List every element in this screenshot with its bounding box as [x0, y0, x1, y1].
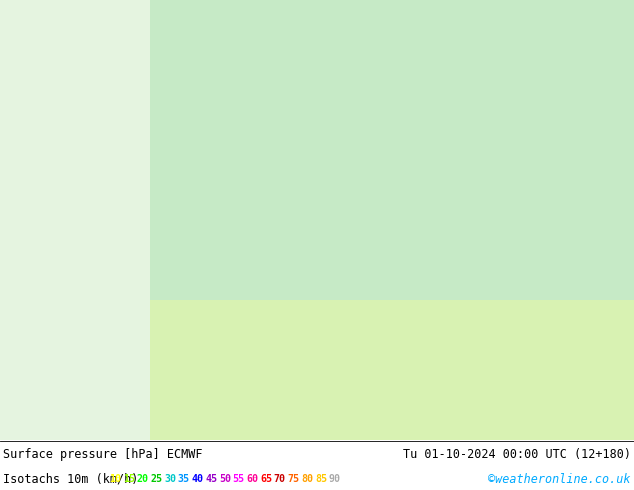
Text: 80: 80: [301, 474, 313, 484]
Text: 50: 50: [219, 474, 231, 484]
Text: Surface pressure [hPa] ECMWF: Surface pressure [hPa] ECMWF: [3, 447, 202, 461]
Text: ©weatheronline.co.uk: ©weatheronline.co.uk: [489, 472, 631, 486]
Text: 45: 45: [205, 474, 217, 484]
Text: 25: 25: [150, 474, 162, 484]
Text: 75: 75: [288, 474, 300, 484]
Text: 30: 30: [164, 474, 176, 484]
Text: 40: 40: [191, 474, 204, 484]
Text: 15: 15: [123, 474, 135, 484]
Text: 70: 70: [274, 474, 286, 484]
Text: 65: 65: [260, 474, 272, 484]
Text: Tu 01-10-2024 00:00 UTC (12+180): Tu 01-10-2024 00:00 UTC (12+180): [403, 447, 631, 461]
Text: 35: 35: [178, 474, 190, 484]
Text: 90: 90: [329, 474, 341, 484]
Text: Isotachs 10m (km/h): Isotachs 10m (km/h): [3, 472, 138, 486]
Text: 20: 20: [136, 474, 148, 484]
Text: 55: 55: [233, 474, 245, 484]
Text: 10: 10: [109, 474, 121, 484]
Text: 85: 85: [315, 474, 327, 484]
Text: 60: 60: [247, 474, 259, 484]
